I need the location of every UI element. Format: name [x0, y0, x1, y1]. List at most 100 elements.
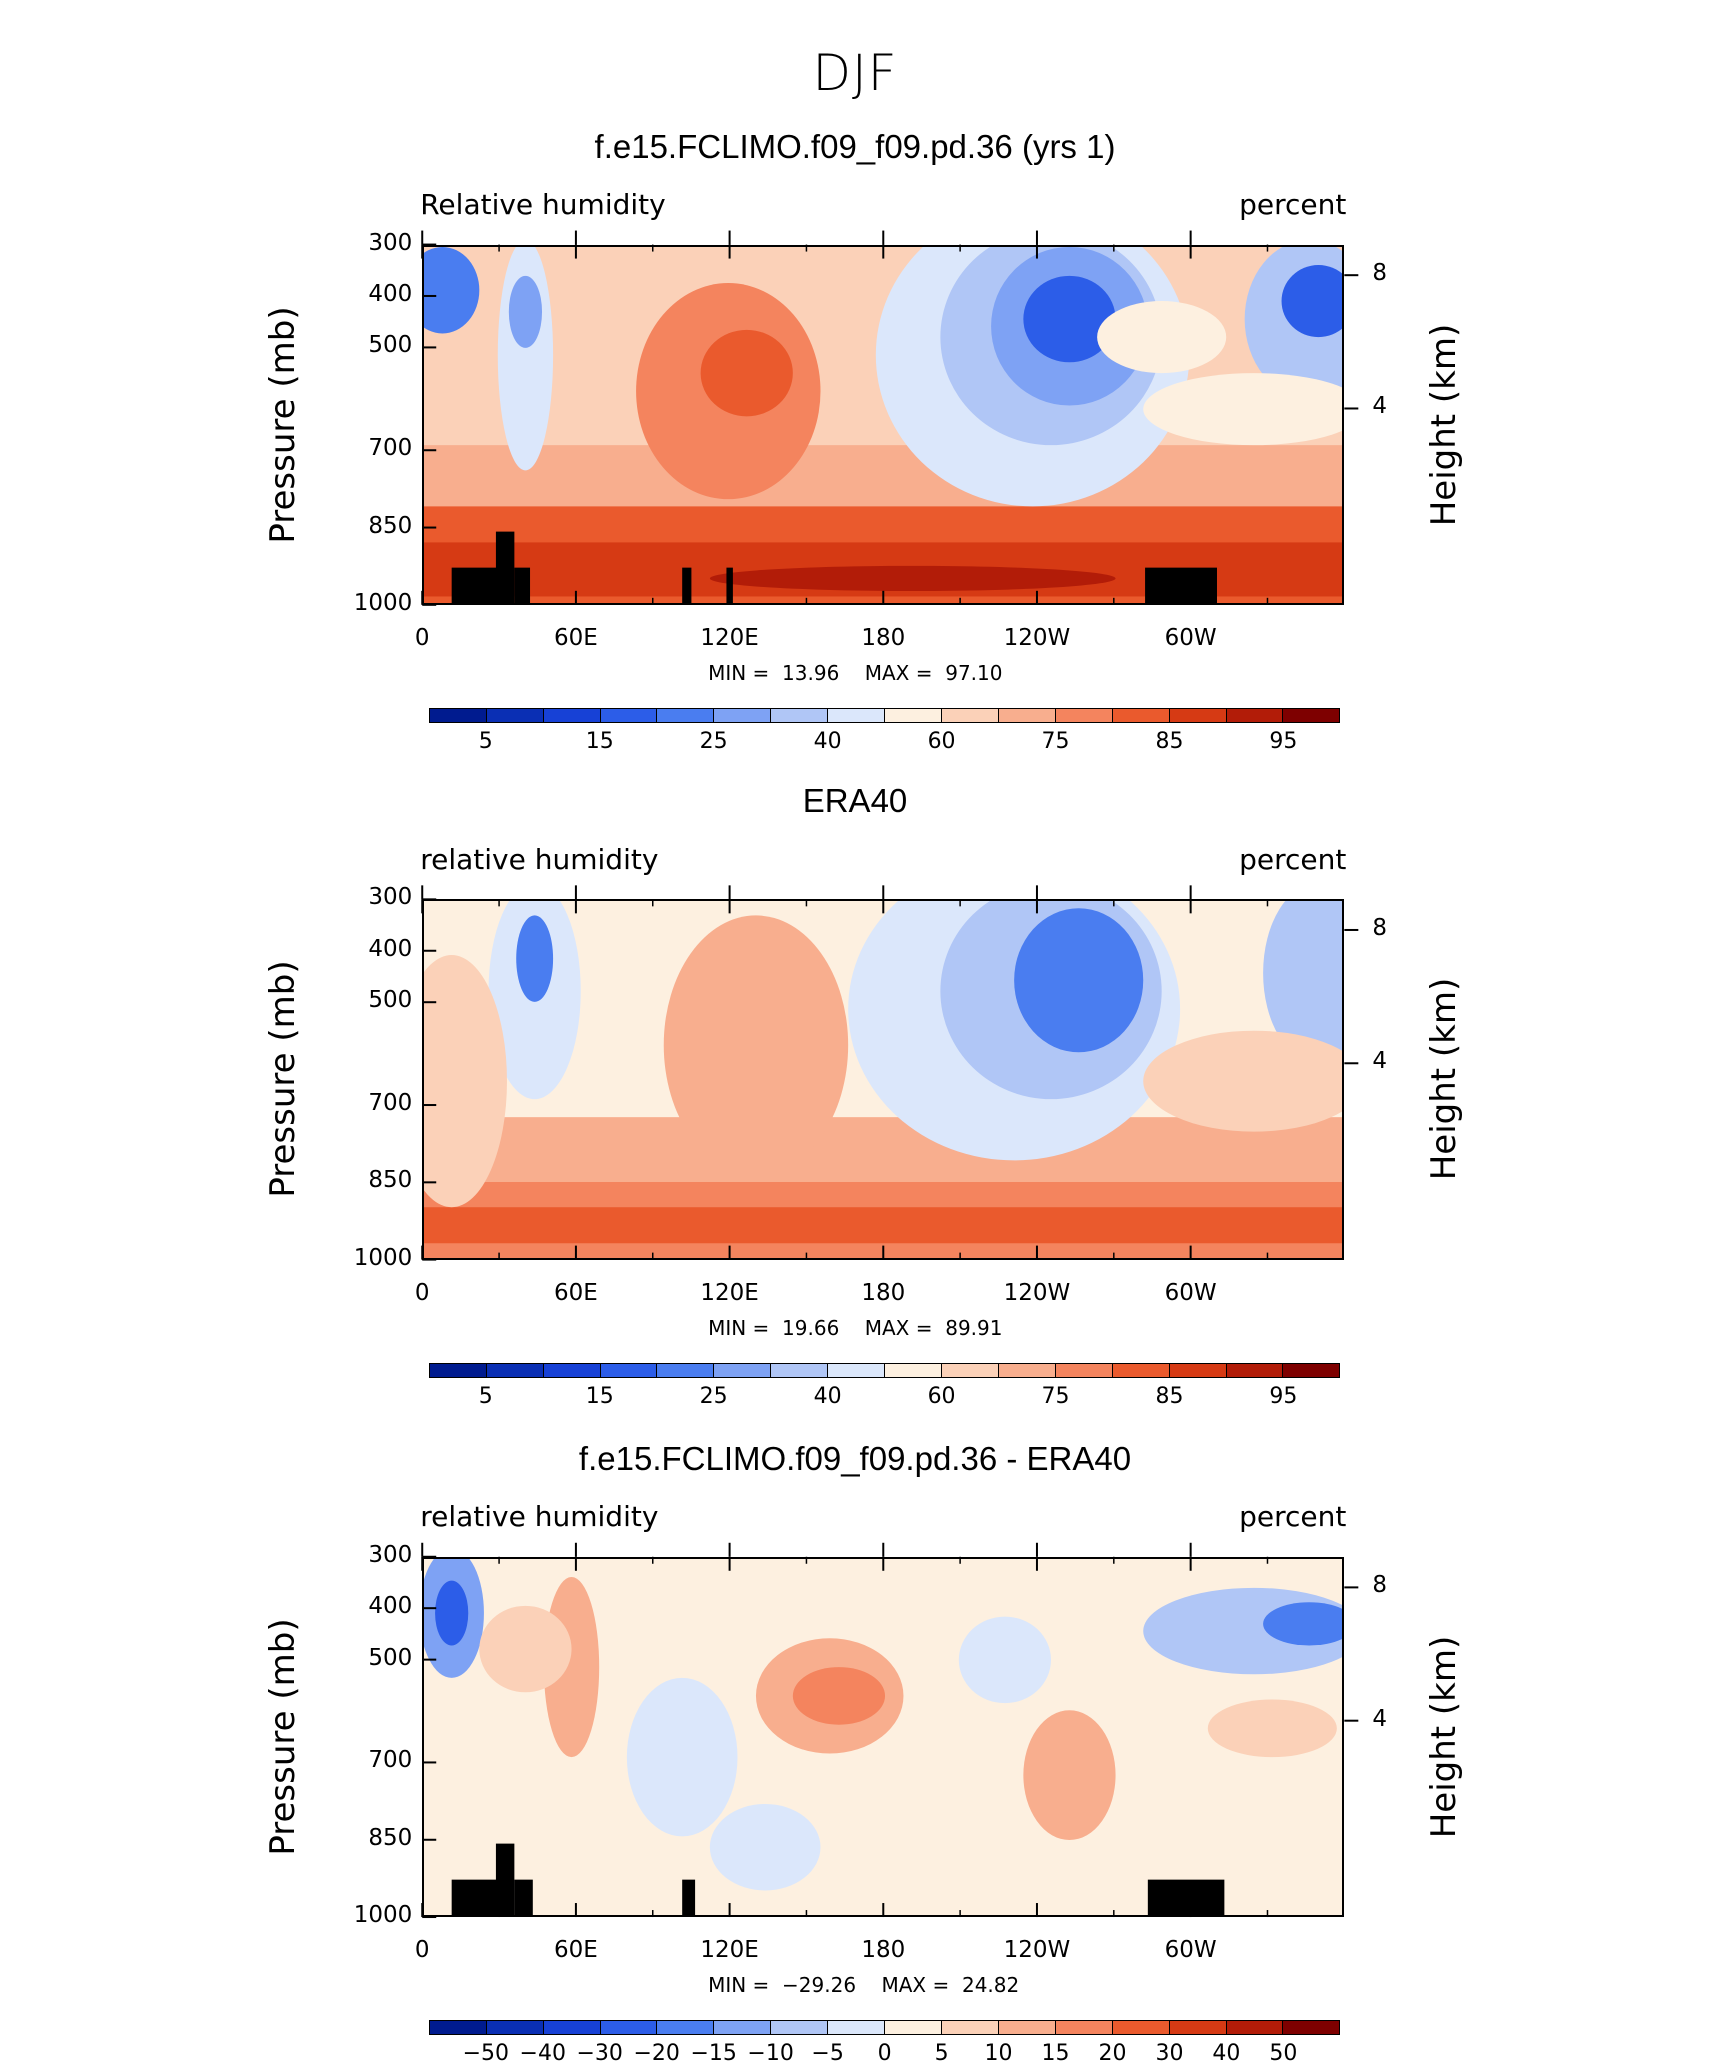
field-light-east [1143, 1031, 1343, 1132]
field-dry-strip-core [516, 915, 554, 1003]
field-light-east [1143, 372, 1343, 445]
x-tick-label: 60W [1164, 624, 1217, 651]
main-title: DJF [812, 44, 898, 102]
colorbar-swatch [771, 2021, 829, 2035]
colorbar-label: 40 [813, 728, 842, 754]
x-tick-label: 120W [1003, 624, 1071, 651]
field-dry-west [424, 246, 480, 333]
colorbar-swatch [486, 1363, 544, 1377]
y-right-axis-title: Height (km) [1424, 1635, 1464, 1839]
x-tick-label: 120W [1003, 1279, 1071, 1306]
colorbar-label: 85 [1155, 728, 1184, 754]
field-pos-center-core [793, 1666, 886, 1725]
topography-mask [682, 1879, 696, 1916]
colorbar-swatch [1169, 1363, 1227, 1377]
colorbar-swatch [1055, 2021, 1113, 2035]
colorbar-label: 95 [1269, 728, 1298, 754]
x-tick-label: 0 [414, 1937, 430, 1964]
colorbar-swatch [543, 1363, 601, 1377]
topography-mask [726, 567, 734, 603]
colorbar-swatch [1112, 1363, 1170, 1377]
x-tick-label: 120E [700, 1279, 759, 1306]
y-axis-title: Pressure (mb) [263, 1618, 303, 1856]
y-right-tick-label: 8 [1372, 260, 1387, 287]
max-label: MAX = [864, 1315, 933, 1340]
field-moist-upper [663, 915, 849, 1176]
y-right-tick-label: 4 [1372, 393, 1387, 420]
x-tick-label: 60E [554, 1279, 598, 1306]
units-label: percent [1239, 1500, 1347, 1534]
y-tick-label: 400 [368, 1593, 413, 1620]
colorbar-swatch [657, 708, 715, 722]
panel-title: ERA40 [802, 782, 908, 820]
max-value: 24.82 [961, 1973, 1020, 1998]
panel-title: f.e15.FCLIMO.f09_f09.pd.36 - ERA40 [578, 1439, 1132, 1477]
y-right-axis-title: Height (km) [1424, 323, 1464, 526]
y-tick-label: 500 [368, 332, 413, 359]
colorbar-label: −30 [576, 2041, 623, 2066]
colorbar-swatch [828, 1363, 886, 1377]
field-pos-east-small [1208, 1699, 1338, 1757]
topography-mask [1148, 1879, 1225, 1916]
colorbar-label: 5 [478, 1383, 493, 1409]
colorbar-swatch [941, 1363, 999, 1377]
min-value: 19.66 [782, 1315, 840, 1340]
contour-field [424, 1558, 1343, 1916]
colorbar-swatch [657, 2021, 715, 2035]
colorbar-swatch [1169, 2021, 1227, 2035]
x-tick-label: 60E [554, 1937, 598, 1964]
colorbar-swatch [885, 2021, 942, 2035]
colorbar-label: 20 [1098, 2041, 1127, 2066]
colorbar-swatch [543, 2021, 601, 2035]
colorbar-swatch [543, 708, 601, 722]
y-tick-label: 700 [368, 1090, 413, 1117]
colorbar-label: 15 [585, 1383, 614, 1409]
colorbar-swatch [1283, 2021, 1340, 2035]
colorbar-swatch [714, 1363, 772, 1377]
field-neg-west-core [435, 1580, 469, 1646]
field-light-mid [1097, 300, 1227, 373]
x-tick-label: 60W [1164, 1279, 1217, 1306]
colorbar-label: 25 [699, 1383, 728, 1409]
field-neg-mid [627, 1677, 738, 1837]
y-tick-label: 1000 [353, 1902, 413, 1929]
colorbar-label: 60 [927, 1383, 956, 1409]
x-tick-label: 0 [414, 624, 430, 651]
colorbar-label: −15 [690, 2041, 737, 2066]
colorbar-swatch [1112, 708, 1170, 722]
y-right-tick-label: 8 [1372, 914, 1387, 941]
contour-field [424, 901, 1343, 1258]
y-tick-label: 700 [368, 435, 413, 462]
y-tick-label: 1000 [353, 1244, 413, 1271]
colorbar-swatch [600, 2021, 658, 2035]
topography-mask [514, 1879, 534, 1916]
y-axis-title: Pressure (mb) [263, 960, 303, 1199]
variable-name: relative humidity [420, 1500, 659, 1534]
field-dry-strip-core [509, 275, 543, 348]
min-label: MIN = [708, 660, 770, 685]
y-right-tick-label: 4 [1372, 1705, 1387, 1732]
y-tick-label: 1000 [353, 589, 413, 616]
colorbar-swatch [1226, 1363, 1284, 1377]
y-right-axis-title: Height (km) [1424, 978, 1464, 1181]
colorbar-label: −20 [633, 2041, 680, 2066]
colorbar-label: 5 [934, 2041, 949, 2066]
x-tick-label: 180 [861, 1279, 906, 1306]
x-tick-label: 180 [861, 1937, 906, 1964]
contour-plot-area [422, 899, 1345, 1260]
colorbar-swatch [714, 708, 772, 722]
colorbar-label: −5 [811, 2041, 844, 2066]
colorbar-swatch [941, 2021, 999, 2035]
x-tick-label: 120W [1003, 1937, 1071, 1964]
min-value: −29.26 [782, 1973, 857, 1998]
colorbar-swatch [828, 2021, 886, 2035]
min-max-readout: MIN = 13.96 MAX = 97.10 [708, 661, 1002, 685]
topography-mask [451, 567, 503, 603]
y-tick-label: 300 [368, 1541, 413, 1568]
y-right-tick-label: 4 [1372, 1048, 1387, 1075]
y-tick-label: 700 [368, 1747, 413, 1774]
units-label: percent [1239, 188, 1347, 222]
colorbar-swatch [828, 708, 886, 722]
colorbar-swatch [429, 1363, 487, 1377]
